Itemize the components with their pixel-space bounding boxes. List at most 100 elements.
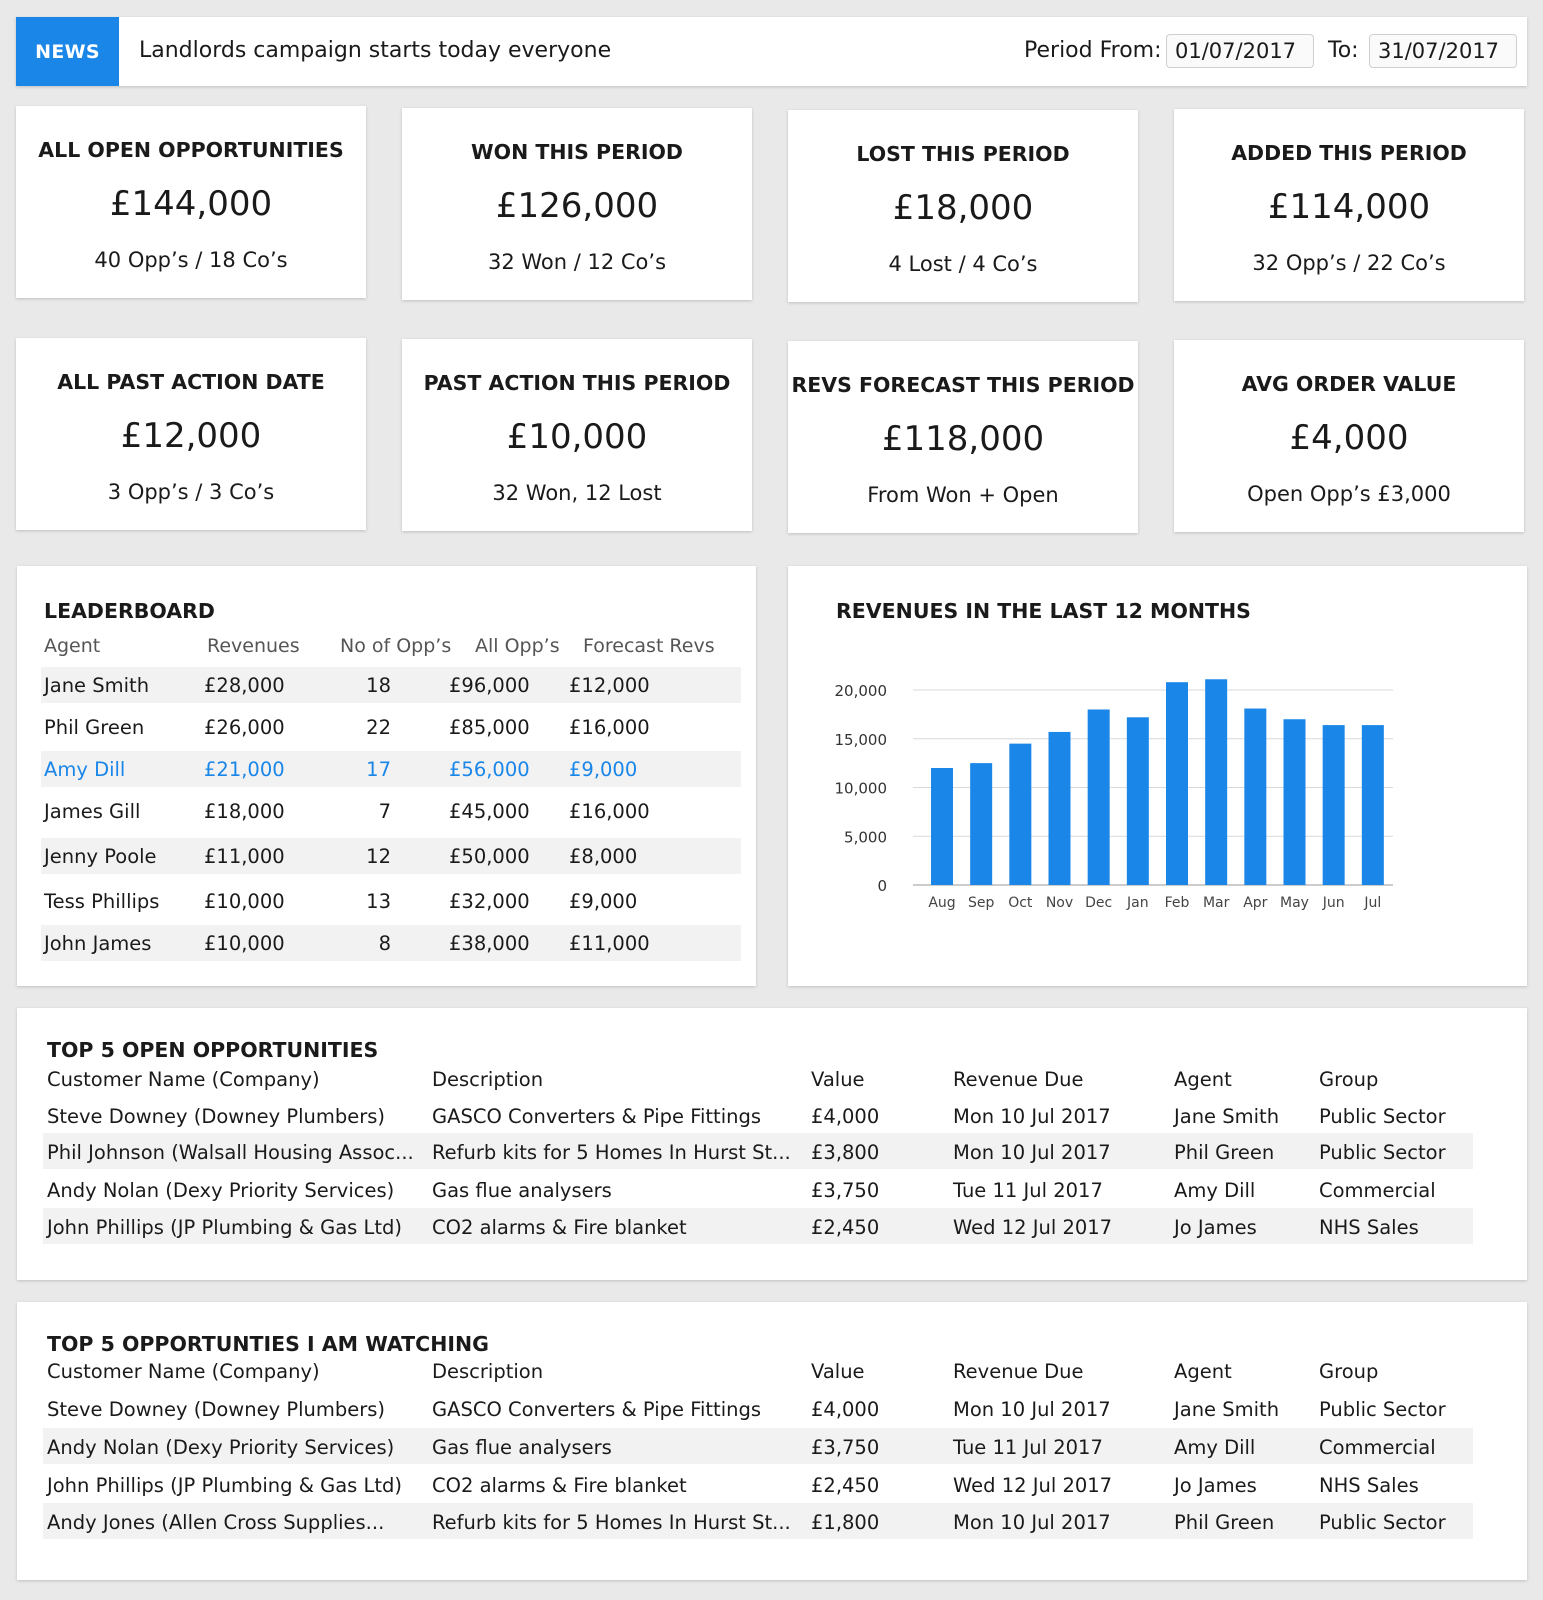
stat-card-all-open-opportunities[interactable]: ALL OPEN OPPORTUNITIES £144,000 40 Opp’s…: [16, 106, 366, 298]
table-row[interactable]: Steve Downey (Downey Plumbers) GASCO Con…: [43, 1390, 1473, 1426]
news-text: Landlords campaign starts today everyone: [139, 38, 612, 63]
leaderboard-row[interactable]: Jane Smith £28,000 18 £96,000 £12,000: [41, 667, 741, 703]
forecast-revs: £11,000: [569, 932, 650, 955]
column-header[interactable]: Revenues: [207, 635, 300, 657]
revenue-bar-chart: 0 5,000 10,000 15,000 20,000 Aug Sep Oct Nov Dec J…: [835, 679, 1393, 911]
leaderboard-row[interactable]: Jenny Poole £11,000 12 £50,000 £8,000: [41, 838, 741, 874]
all-opps: £85,000: [449, 716, 530, 739]
table-row[interactable]: Andy Jones (Allen Cross Supplies... Refu…: [43, 1503, 1473, 1539]
group: Public Sector: [1319, 1105, 1446, 1128]
table-row[interactable]: Steve Downey (Downey Plumbers) GASCO Con…: [43, 1097, 1473, 1133]
column-header[interactable]: Agent: [1174, 1360, 1232, 1383]
all-opps: £50,000: [449, 845, 530, 868]
bar-aug[interactable]: [931, 768, 953, 885]
bar-mar[interactable]: [1205, 679, 1228, 885]
bar-nov[interactable]: [1048, 731, 1071, 885]
column-header[interactable]: Agent: [44, 635, 101, 657]
all-opps: £96,000: [449, 674, 530, 697]
column-header[interactable]: Revenue Due: [953, 1360, 1084, 1383]
column-header[interactable]: Value: [811, 1360, 865, 1383]
stat-title: AVG ORDER VALUE: [1241, 372, 1457, 396]
period-to-input[interactable]: [1369, 34, 1517, 68]
x-tick-label: Feb: [1165, 895, 1190, 911]
table-row[interactable]: Andy Nolan (Dexy Priority Services) Gas …: [43, 1428, 1473, 1464]
table-row[interactable]: John Phillips (JP Plumbing & Gas Ltd) CO…: [43, 1208, 1473, 1244]
stat-card-past-action-this-period[interactable]: PAST ACTION THIS PERIOD £10,000 32 Won, …: [402, 339, 752, 531]
leaderboard-row[interactable]: Tess Phillips £10,000 13 £32,000 £9,000: [41, 883, 741, 919]
stat-card-revs-forecast-this-period[interactable]: REVS FORECAST THIS PERIOD £118,000 From …: [788, 341, 1138, 533]
agent-name: Jenny Poole: [44, 845, 157, 868]
x-tick-label: Jul: [1363, 895, 1381, 911]
agent: Jo James: [1174, 1474, 1257, 1497]
agent-name: James Gill: [44, 800, 141, 823]
column-header[interactable]: Group: [1319, 1360, 1379, 1383]
agent-name: Amy Dill: [44, 758, 126, 781]
top5-open-opportunities-panel: TOP 5 OPEN OPPORTUNITIES Customer Name (…: [17, 1008, 1527, 1280]
column-header[interactable]: No of Opp’s: [340, 635, 452, 657]
revenues: £10,000: [204, 932, 285, 955]
stat-card-lost-this-period[interactable]: LOST THIS PERIOD £18,000 4 Lost / 4 Co’s: [788, 110, 1138, 302]
column-header[interactable]: Value: [811, 1068, 865, 1091]
customer-name: Steve Downey (Downey Plumbers): [47, 1398, 386, 1421]
bar-feb[interactable]: [1166, 682, 1188, 885]
stat-title: REVS FORECAST THIS PERIOD: [791, 373, 1135, 397]
stat-card-avg-order-value[interactable]: AVG ORDER VALUE £4,000 Open Opp’s £3,000: [1174, 340, 1524, 532]
table-row[interactable]: Phil Johnson (Walsall Housing Assoc... R…: [43, 1133, 1473, 1169]
bar-jan[interactable]: [1126, 717, 1149, 885]
description: CO2 alarms & Fire blanket: [432, 1216, 687, 1239]
stat-subtext: 32 Won, 12 Lost: [492, 481, 662, 505]
column-header[interactable]: All Opp’s: [475, 635, 560, 657]
description: Gas flue analysers: [432, 1179, 612, 1202]
column-header[interactable]: Agent: [1174, 1068, 1232, 1091]
column-header[interactable]: Description: [432, 1360, 544, 1383]
forecast-revs: £9,000: [569, 890, 638, 913]
column-header[interactable]: Revenue Due: [953, 1068, 1084, 1091]
revenues: £28,000: [204, 674, 285, 697]
bar-dec[interactable]: [1087, 709, 1110, 886]
bar-sep[interactable]: [970, 763, 993, 885]
agent: Amy Dill: [1174, 1436, 1256, 1459]
value: £2,450: [811, 1474, 880, 1497]
stat-card-won-this-period[interactable]: WON THIS PERIOD £126,000 32 Won / 12 Co’…: [402, 108, 752, 300]
column-header[interactable]: Description: [432, 1068, 544, 1091]
agent-name: John James: [44, 932, 152, 955]
stat-card-all-past-action-date[interactable]: ALL PAST ACTION DATE £12,000 3 Opp’s / 3…: [16, 338, 366, 530]
bar-jul[interactable]: [1361, 725, 1384, 885]
leaderboard-row[interactable]: Phil Green £26,000 22 £85,000 £16,000: [41, 709, 741, 745]
period-from-input[interactable]: [1166, 34, 1314, 68]
all-opps: £38,000: [449, 932, 530, 955]
chart-title: REVENUES IN THE LAST 12 MONTHS: [836, 599, 1251, 623]
group: Commercial: [1319, 1179, 1436, 1202]
table-row[interactable]: Andy Nolan (Dexy Priority Services) Gas …: [43, 1171, 1473, 1207]
description: Gas flue analysers: [432, 1436, 612, 1459]
stat-value: £10,000: [506, 417, 648, 457]
stat-card-added-this-period[interactable]: ADDED THIS PERIOD £114,000 32 Opp’s / 22…: [1174, 109, 1524, 301]
customer-name: Steve Downey (Downey Plumbers): [47, 1105, 386, 1128]
column-header[interactable]: Group: [1319, 1068, 1379, 1091]
column-header[interactable]: Customer Name (Company): [47, 1360, 320, 1383]
stat-title: LOST THIS PERIOD: [856, 142, 1070, 166]
group: Public Sector: [1319, 1511, 1446, 1534]
bar-jun[interactable]: [1322, 725, 1345, 885]
group: NHS Sales: [1319, 1216, 1419, 1239]
y-tick-label: 0: [877, 877, 887, 895]
leaderboard-title: LEADERBOARD: [44, 599, 215, 623]
table-row[interactable]: John Phillips (JP Plumbing & Gas Ltd) CO…: [43, 1466, 1473, 1502]
column-header[interactable]: Customer Name (Company): [47, 1068, 320, 1091]
leaderboard-row[interactable]: John James £10,000 8 £38,000 £11,000: [41, 925, 741, 961]
bar-may[interactable]: [1283, 719, 1306, 885]
agent-name: Tess Phillips: [44, 890, 160, 913]
y-tick-label: 10,000: [835, 780, 888, 798]
stat-title: PAST ACTION THIS PERIOD: [423, 371, 731, 395]
leaderboard-row-highlighted[interactable]: Amy Dill £21,000 17 £56,000 £9,000: [41, 751, 741, 787]
x-tick-label: Aug: [928, 895, 955, 911]
table-header: Customer Name (Company) Description Valu…: [43, 1352, 1473, 1388]
bar-apr[interactable]: [1244, 708, 1267, 885]
leaderboard-row[interactable]: James Gill £18,000 7 £45,000 £16,000: [41, 793, 741, 829]
customer-name: Andy Nolan (Dexy Priority Services): [47, 1436, 395, 1459]
stat-subtext: 4 Lost / 4 Co’s: [888, 252, 1038, 276]
bar-oct[interactable]: [1009, 743, 1032, 885]
column-header[interactable]: Forecast Revs: [583, 635, 715, 657]
description: GASCO Converters & Pipe Fittings: [432, 1105, 762, 1128]
revenues: £21,000: [204, 758, 285, 781]
